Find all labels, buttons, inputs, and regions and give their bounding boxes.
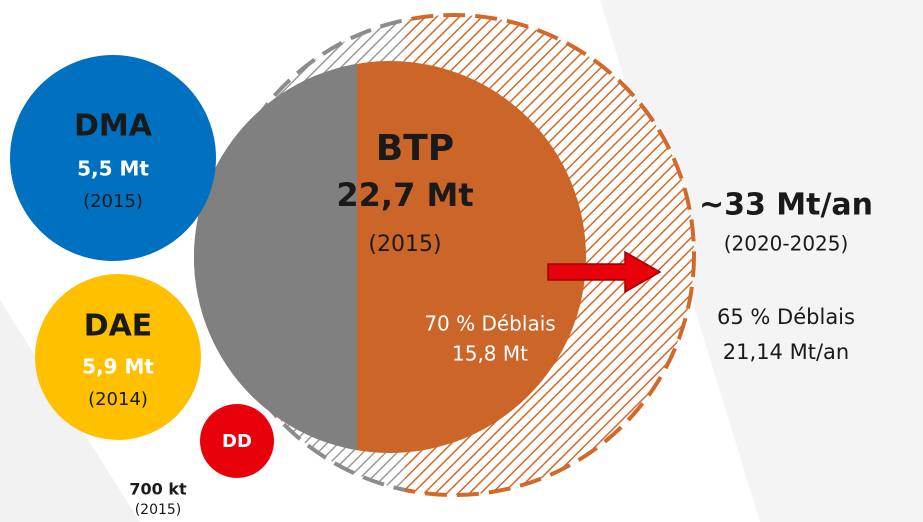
dma-circle: [10, 55, 216, 261]
btp-deblais-share: 70 % Déblais: [424, 312, 555, 336]
projection-deblais-share: 65 % Déblais: [717, 305, 855, 329]
btp-deblais-amount: 15,8 Mt: [452, 342, 528, 366]
dd-year: (2015): [135, 502, 182, 518]
dae-label: DAE: [84, 309, 153, 344]
projection-deblais-amount: 21,14 Mt/an: [723, 340, 849, 364]
dma-year: (2015): [83, 191, 143, 212]
arrow: [547, 250, 662, 294]
btp-other-part: [194, 63, 357, 451]
btp-amount: 22,7 Mt: [336, 176, 473, 214]
dae-year: (2014): [88, 389, 148, 410]
btp-label: BTP: [376, 128, 454, 169]
projection-period: (2020-2025): [724, 232, 849, 256]
dma-amount: 5,5 Mt: [77, 157, 149, 181]
dae-circle: [35, 274, 201, 440]
background-shape: [600, 0, 923, 522]
dd-label: DD: [222, 431, 252, 452]
dd-circle: [200, 404, 274, 478]
dma-label: DMA: [74, 109, 153, 144]
btp-year: (2015): [368, 232, 441, 257]
projection-amount: ~33 Mt/an: [699, 188, 873, 223]
dae-amount: 5,9 Mt: [82, 355, 154, 379]
dd-amount: 700 kt: [129, 480, 187, 499]
